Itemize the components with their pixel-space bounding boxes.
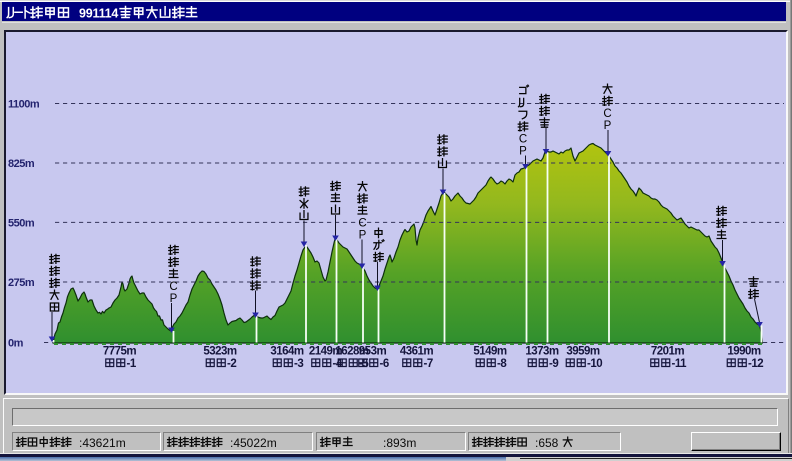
svg-text:5149m: 5149m — [473, 346, 507, 358]
svg-text:953m: 953m — [359, 346, 387, 358]
svg-text:5323m: 5323m — [203, 346, 237, 358]
svg-text:C: C — [603, 108, 611, 120]
svg-text:P: P — [359, 230, 367, 242]
svg-text:1628m: 1628m — [335, 346, 369, 358]
svg-text:1990m: 1990m — [727, 346, 761, 358]
svg-text:-10: -10 — [587, 358, 602, 370]
svg-text:-11: -11 — [672, 358, 688, 370]
svg-text:7775m: 7775m — [103, 346, 137, 358]
svg-text:550m: 550m — [8, 218, 35, 230]
svg-text::43621m: :43621m — [79, 436, 126, 450]
svg-text:-6: -6 — [380, 358, 389, 370]
svg-text:-1: -1 — [127, 358, 137, 370]
svg-text:991114: 991114 — [79, 7, 118, 21]
svg-text:275m: 275m — [8, 277, 35, 289]
svg-text:C: C — [169, 281, 177, 293]
svg-text:-5: -5 — [359, 358, 369, 370]
svg-text:C: C — [519, 134, 527, 146]
svg-text:825m: 825m — [8, 158, 35, 170]
svg-text:-2: -2 — [227, 358, 236, 370]
svg-text:-3: -3 — [294, 358, 303, 370]
svg-text:1100m: 1100m — [8, 99, 40, 111]
svg-text:3959m: 3959m — [566, 346, 600, 358]
svg-text:0m: 0m — [8, 338, 24, 350]
svg-text:3164m: 3164m — [270, 346, 304, 358]
svg-text::658: :658 — [535, 436, 559, 450]
svg-text:-9: -9 — [549, 358, 558, 370]
svg-text:P: P — [604, 120, 612, 132]
svg-text:P: P — [519, 146, 527, 158]
svg-text:1373m: 1373m — [525, 346, 559, 358]
svg-text:-7: -7 — [424, 358, 433, 370]
svg-text:-8: -8 — [497, 358, 507, 370]
svg-text:2149m: 2149m — [309, 346, 343, 358]
svg-text:4361m: 4361m — [400, 346, 434, 358]
svg-text:7201m: 7201m — [651, 346, 685, 358]
svg-text:P: P — [170, 293, 178, 305]
svg-text::45022m: :45022m — [230, 436, 277, 450]
svg-text:-12: -12 — [748, 358, 763, 370]
svg-text:C: C — [358, 218, 366, 230]
svg-text::893m: :893m — [383, 436, 416, 450]
